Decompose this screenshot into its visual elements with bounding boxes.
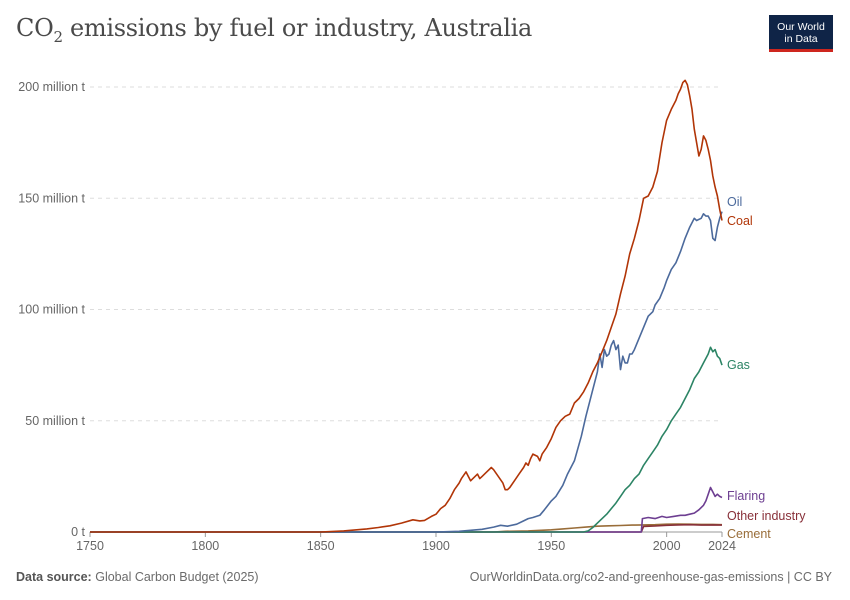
- series-line-other-industry: [90, 523, 723, 533]
- y-tick-label: 150 million t: [18, 191, 85, 205]
- series-line-gas: [90, 346, 723, 533]
- legend-label-gas: Gas: [727, 358, 750, 372]
- title-main: CO: [16, 14, 54, 42]
- logo-line-2: in Data: [784, 33, 818, 45]
- title-rest: emissions by fuel or industry, Australia: [62, 14, 532, 42]
- y-tick-label: 0 t: [71, 525, 85, 539]
- series-line-flaring: [90, 486, 723, 533]
- chart-title: CO2 emissions by fuel or industry, Austr…: [16, 14, 532, 46]
- legend-label-other-industry: Other industry: [727, 509, 806, 523]
- x-tick-label: 2000: [653, 539, 681, 553]
- x-tick-label: 1800: [191, 539, 219, 553]
- data-source-label: Data source:: [16, 570, 92, 584]
- y-tick-label: 200 million t: [18, 80, 85, 94]
- x-tick-label: 1750: [76, 539, 104, 553]
- footer-link[interactable]: OurWorldinData.org/co2-and-greenhouse-ga…: [469, 570, 832, 584]
- y-tick-label: 100 million t: [18, 303, 85, 317]
- series-line-cement: [90, 523, 723, 533]
- x-tick-label: 1950: [537, 539, 565, 553]
- owid-logo[interactable]: Our World in Data: [769, 15, 833, 52]
- series-line-coal: [90, 79, 723, 533]
- x-tick-label: 1850: [307, 539, 335, 553]
- data-source-text[interactable]: Global Carbon Budget (2025): [95, 570, 259, 584]
- title-subscript: 2: [53, 27, 63, 46]
- x-tick-label: 2024: [708, 539, 736, 553]
- data-source: Data source: Global Carbon Budget (2025): [16, 570, 259, 584]
- legend-label-flaring: Flaring: [727, 489, 765, 503]
- logo-line-1: Our World: [777, 21, 825, 33]
- line-chart: 0 t 50 million t 100 million t 150 million …: [18, 79, 806, 553]
- x-tick-label: 1900: [422, 539, 450, 553]
- y-tick-label: 50 million t: [25, 414, 85, 428]
- legend-label-coal: Coal: [727, 214, 753, 228]
- series-line-oil: [90, 211, 723, 533]
- legend-label-oil: Oil: [727, 195, 742, 209]
- legend-label-cement: Cement: [727, 527, 771, 541]
